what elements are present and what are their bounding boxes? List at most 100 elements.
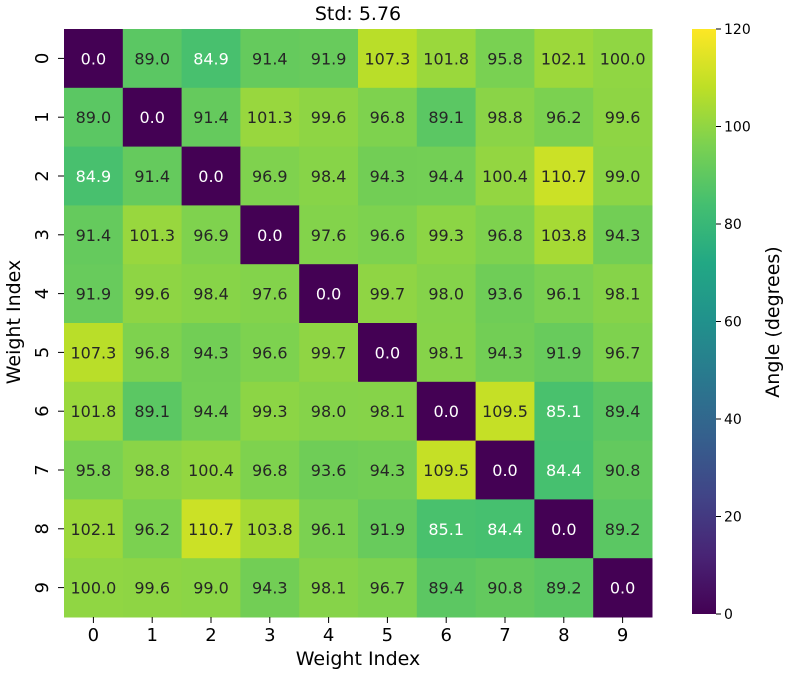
heatmap-cell bbox=[64, 440, 124, 500]
cell-value-label: 99.0 bbox=[193, 579, 229, 598]
heatmap-cell bbox=[593, 146, 653, 206]
cell-value-label: 95.8 bbox=[487, 49, 523, 68]
colorbar-tick-label: 0 bbox=[724, 607, 733, 623]
cell-value-label: 91.4 bbox=[134, 167, 170, 186]
heatmap-cell bbox=[416, 440, 477, 500]
heatmap-cell bbox=[299, 558, 359, 618]
cell-value-label: 96.8 bbox=[134, 343, 170, 362]
heatmap-cell bbox=[593, 440, 653, 500]
heatmap-cell bbox=[475, 440, 535, 500]
heatmap-cell bbox=[416, 558, 477, 618]
heatmap-cell bbox=[358, 558, 418, 618]
chart-title: Std: 5.76 bbox=[315, 3, 401, 25]
heatmap-cell bbox=[181, 205, 241, 265]
cell-value-label: 0.0 bbox=[316, 285, 341, 304]
heatmap-cell bbox=[64, 146, 124, 206]
heatmap-cell bbox=[593, 323, 653, 383]
heatmap-cell bbox=[240, 264, 300, 324]
y-tick-label: 8 bbox=[32, 523, 53, 534]
heatmap-cell bbox=[240, 381, 300, 442]
cell-value-label: 89.4 bbox=[605, 402, 641, 421]
heatmap-cell bbox=[122, 87, 183, 148]
heatmap-cell bbox=[299, 146, 359, 206]
heatmap-cell bbox=[64, 264, 124, 324]
cell-value-label: 101.8 bbox=[70, 402, 116, 421]
heatmap-cell bbox=[593, 558, 653, 618]
colorbar bbox=[692, 29, 716, 614]
heatmap-cell bbox=[475, 205, 535, 265]
heatmap-cell bbox=[299, 440, 359, 500]
cell-value-label: 96.8 bbox=[370, 108, 406, 127]
cell-value-label: 91.9 bbox=[311, 49, 347, 68]
cell-value-label: 96.8 bbox=[252, 461, 288, 480]
cell-value-label: 0.0 bbox=[257, 226, 282, 245]
heatmap-cell bbox=[416, 264, 477, 324]
heatmap-cell bbox=[534, 205, 594, 265]
y-axis-label: Weight Index bbox=[3, 260, 25, 385]
x-axis-label: Weight Index bbox=[296, 648, 421, 670]
y-tick-label: 3 bbox=[32, 229, 53, 240]
cell-value-label: 96.8 bbox=[487, 226, 523, 245]
cell-value-label: 94.3 bbox=[370, 167, 406, 186]
cell-value-label: 103.8 bbox=[541, 226, 587, 245]
heatmap-cell bbox=[534, 499, 594, 559]
x-axis-ticks: 0 1 2 3 4 5 6 7 8 9 bbox=[88, 617, 628, 646]
heatmap-cell bbox=[122, 558, 183, 618]
heatmap-cell bbox=[64, 323, 124, 383]
cell-value-label: 100.0 bbox=[600, 49, 646, 68]
heatmap-cell bbox=[534, 264, 594, 324]
heatmap-cell bbox=[534, 87, 594, 148]
cell-value-label: 98.4 bbox=[193, 285, 229, 304]
cell-value-label: 91.9 bbox=[76, 285, 112, 304]
heatmap-cell bbox=[122, 440, 183, 500]
cell-value-label: 100.0 bbox=[70, 579, 116, 598]
heatmap-cell bbox=[593, 87, 653, 148]
heatmap-cell bbox=[534, 381, 594, 442]
colorbar-label: Angle (degrees) bbox=[762, 246, 784, 397]
cell-value-label: 0.0 bbox=[492, 461, 517, 480]
cell-value-label: 96.2 bbox=[546, 108, 582, 127]
cell-value-label: 91.9 bbox=[546, 343, 582, 362]
cell-value-label: 0.0 bbox=[610, 579, 635, 598]
cell-value-label: 96.6 bbox=[252, 343, 288, 362]
cell-value-label: 98.1 bbox=[370, 402, 406, 421]
cell-value-label: 84.4 bbox=[487, 520, 523, 539]
y-tick-label: 5 bbox=[32, 347, 53, 358]
heatmap-cell bbox=[64, 381, 124, 442]
cell-value-label: 98.1 bbox=[311, 579, 347, 598]
cell-value-label: 109.5 bbox=[482, 402, 528, 421]
cell-value-label: 91.4 bbox=[76, 226, 112, 245]
cell-value-label: 96.7 bbox=[370, 579, 406, 598]
heatmap-cell bbox=[181, 87, 241, 148]
cell-value-label: 98.0 bbox=[311, 402, 347, 421]
heatmap-cell bbox=[181, 558, 241, 618]
cell-value-label: 94.3 bbox=[487, 343, 523, 362]
heatmap-cell bbox=[475, 499, 535, 559]
heatmap-cell bbox=[416, 146, 477, 206]
x-tick-label: 6 bbox=[440, 625, 451, 646]
cell-value-label: 94.4 bbox=[428, 167, 464, 186]
heatmap-cell bbox=[299, 205, 359, 265]
heatmap-cells: 0.0 89.0 84.9 91.4 91.9 107.3 101.8 95.8 102.1 10… bbox=[64, 29, 653, 618]
cell-value-label: 85.1 bbox=[428, 520, 464, 539]
heatmap-cell bbox=[240, 499, 300, 559]
x-tick-label: 4 bbox=[323, 625, 334, 646]
heatmap-cell bbox=[416, 205, 477, 265]
cell-value-label: 89.1 bbox=[428, 108, 464, 127]
cell-value-label: 97.6 bbox=[252, 285, 288, 304]
colorbar-tick-label: 120 bbox=[724, 22, 751, 38]
heatmap-cell bbox=[64, 87, 124, 148]
heatmap-cell bbox=[416, 323, 477, 383]
cell-value-label: 98.4 bbox=[311, 167, 347, 186]
x-tick-label: 9 bbox=[617, 625, 628, 646]
heatmap-cell bbox=[534, 440, 594, 500]
heatmap-cell bbox=[358, 146, 418, 206]
cell-value-label: 100.4 bbox=[188, 461, 234, 480]
y-tick-label: 1 bbox=[32, 111, 53, 122]
heatmap-cell bbox=[181, 29, 241, 89]
cell-value-label: 96.9 bbox=[193, 226, 229, 245]
cell-value-label: 91.9 bbox=[370, 520, 406, 539]
cell-value-label: 102.1 bbox=[541, 49, 587, 68]
cell-value-label: 99.3 bbox=[252, 402, 288, 421]
